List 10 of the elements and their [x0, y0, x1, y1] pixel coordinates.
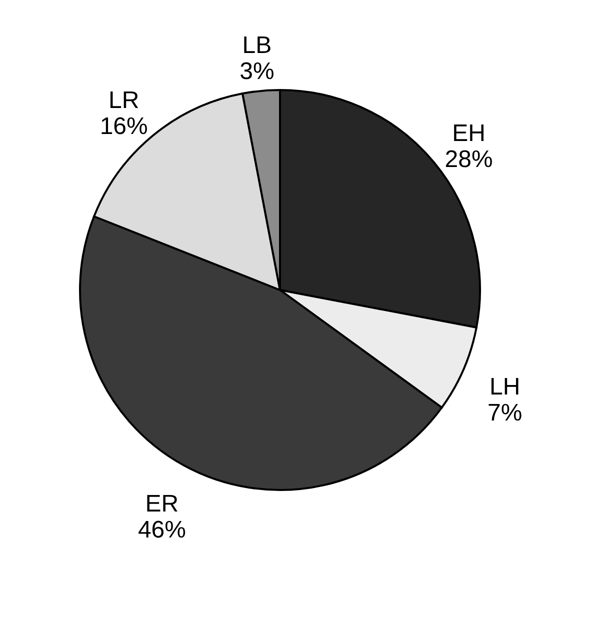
data-label: 28% [444, 146, 493, 173]
slice-label: ER [145, 490, 179, 518]
slice-label: EH [452, 120, 486, 147]
data-label: 46% [138, 516, 186, 544]
slice-label: LH [490, 373, 520, 400]
data-label: 16% [100, 113, 148, 140]
slice-label: LR [108, 87, 140, 114]
slice-label: LB [242, 32, 272, 60]
data-label: 3% [240, 58, 274, 86]
data-label: 7% [488, 399, 522, 426]
